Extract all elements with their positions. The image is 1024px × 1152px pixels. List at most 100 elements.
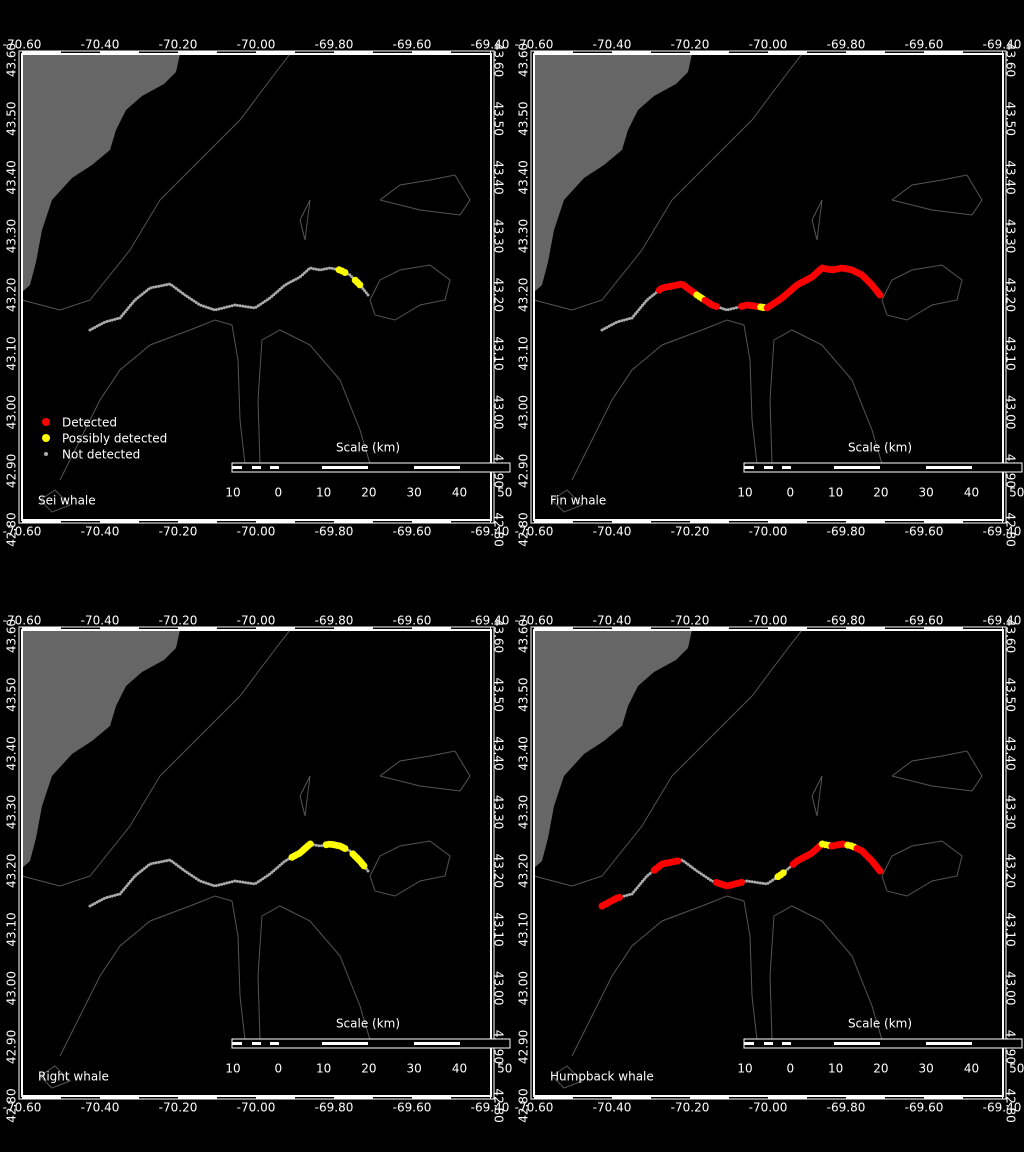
depth-contour [811, 775, 823, 817]
track-point [648, 296, 652, 300]
track-point [639, 306, 643, 310]
track-point [160, 284, 164, 288]
track-point [192, 875, 196, 879]
lon-label: -69.80 [315, 38, 354, 52]
track-point [90, 903, 94, 907]
lon-label: -70.60 [515, 525, 554, 539]
track-point [130, 301, 134, 305]
panel-title: Fin whale [550, 494, 606, 508]
lat-label: 42.80 [1004, 512, 1018, 546]
scale-segment [322, 466, 368, 469]
lon-label: -70.20 [159, 614, 198, 628]
track-point [127, 306, 131, 310]
track-point [176, 864, 180, 868]
legend-marker [44, 452, 48, 456]
track-point [98, 323, 102, 327]
track-point [330, 266, 334, 270]
lat-label: 43.30 [492, 219, 506, 253]
depth-contour [551, 1065, 583, 1089]
lon-label: -70.60 [3, 1101, 42, 1115]
lat-label: 43.20 [517, 854, 531, 888]
track-point [652, 292, 656, 296]
track-point [650, 294, 654, 298]
lon-label: -69.60 [905, 38, 944, 52]
lon-label: -69.80 [315, 525, 354, 539]
track-point [241, 880, 245, 884]
track-point [238, 880, 242, 884]
scale-title: Scale (km) [336, 1017, 400, 1031]
track-point [149, 286, 153, 290]
track-point [144, 865, 148, 869]
track-point [309, 266, 313, 270]
track-point [168, 282, 172, 286]
detection [615, 893, 623, 901]
detection [356, 281, 364, 289]
lat-label: 43.20 [492, 854, 506, 888]
track-point [254, 881, 258, 885]
detection [341, 844, 349, 852]
track-point [278, 287, 282, 291]
track-point [185, 870, 189, 874]
track-point [268, 872, 272, 876]
track-point [361, 287, 365, 291]
track-point [259, 878, 263, 882]
scale-segment [414, 1042, 460, 1045]
lon-label: -70.60 [3, 38, 42, 52]
track-point [263, 299, 267, 303]
track-point [225, 881, 229, 885]
lat-label: 43.40 [5, 160, 19, 194]
track-point [314, 843, 318, 847]
track-point [209, 883, 213, 887]
scale-label: 50 [1009, 486, 1024, 500]
depth-contour [769, 329, 883, 465]
lat-label: 43.60 [492, 43, 506, 77]
depth-contour [533, 629, 803, 887]
track-point [172, 861, 176, 865]
scale-label: 40 [452, 486, 467, 500]
lon-label: -70.40 [81, 1101, 120, 1115]
track-point [225, 305, 229, 309]
track-point [244, 305, 248, 309]
depth-contour [881, 840, 963, 897]
track-point [363, 289, 367, 293]
track-point [192, 299, 196, 303]
lon-label: -70.00 [237, 525, 276, 539]
track-point [314, 267, 318, 271]
track-point [102, 896, 106, 900]
map-frame [21, 629, 492, 1097]
lon-label: -69.60 [393, 1101, 432, 1115]
lon-label: -70.20 [159, 1101, 198, 1115]
lat-label: 42.90 [5, 1030, 19, 1064]
scale-title: Scale (km) [848, 1017, 912, 1031]
lon-label: -69.80 [827, 1101, 866, 1115]
track-point [174, 863, 178, 867]
lon-label: -70.00 [237, 38, 276, 52]
scale-label: 10 [828, 486, 843, 500]
track-point [246, 305, 250, 309]
track-point [108, 319, 112, 323]
depth-contour [571, 319, 758, 481]
lat-label: 43.60 [517, 43, 531, 77]
track-point [110, 318, 114, 322]
lat-label: 43.40 [492, 736, 506, 770]
scale-label: 30 [407, 1062, 422, 1076]
lon-label: -69.40 [983, 525, 1022, 539]
track-point [123, 310, 127, 314]
map-frame [533, 629, 1004, 1097]
track-point [254, 305, 258, 309]
track-point [93, 901, 97, 905]
track-point [122, 888, 126, 892]
lon-label: -69.60 [905, 525, 944, 539]
track-point [220, 306, 224, 310]
lat-label: 43.30 [1004, 219, 1018, 253]
track-point [265, 874, 269, 878]
lat-label: 43.50 [517, 678, 531, 712]
track-point [256, 304, 260, 308]
scale-segment [252, 1042, 261, 1045]
track-point [642, 301, 646, 305]
track-point [272, 293, 276, 297]
track-point [113, 317, 117, 321]
track-point [622, 318, 626, 322]
lon-label: -70.00 [237, 1101, 276, 1115]
track-point [144, 289, 148, 293]
